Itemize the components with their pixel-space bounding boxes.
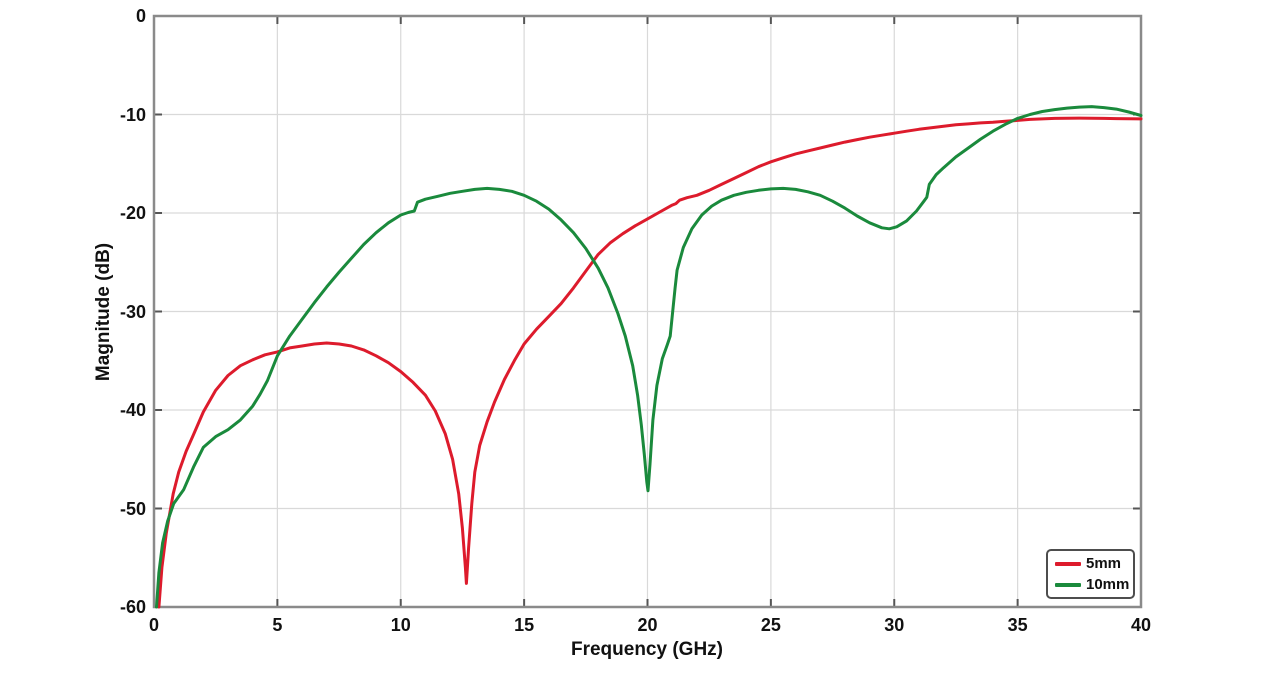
y-tick-label: -10 — [119, 104, 146, 125]
legend-line-red — [1055, 561, 1081, 566]
legend-label-5mm: 5mm — [1086, 555, 1122, 572]
x-tick-label: 25 — [760, 615, 781, 635]
y-tick-label: -20 — [119, 203, 146, 223]
legend-line-green — [1055, 582, 1081, 587]
legend-label-10mm: 10mm — [1086, 576, 1130, 593]
y-tick-label: 0 — [135, 6, 146, 26]
y-tick-label: -30 — [119, 301, 146, 322]
x-tick-label: 40 — [1130, 615, 1152, 635]
x-tick-label: 20 — [637, 615, 658, 635]
x-tick-label: 30 — [884, 615, 905, 635]
y-tick-label: -60 — [119, 597, 146, 617]
series-5mm-line — [157, 116, 1143, 609]
y-tick-label: -50 — [119, 498, 146, 519]
x-axis-title: Frequency (GHz) — [570, 639, 724, 660]
x-tick-label: 15 — [514, 615, 535, 635]
series-10mm-line — [155, 105, 1143, 609]
legend-entry-5mm: 5mm — [1055, 556, 1133, 571]
x-tick-label: 10 — [390, 615, 411, 635]
legend-entry-10mm: 10mm — [1055, 577, 1133, 592]
y-tick-label: -40 — [119, 400, 146, 420]
axes-frame — [152, 14, 1143, 609]
legend: 5mm 10mm — [1046, 549, 1135, 599]
x-tick-label: 5 — [272, 615, 283, 635]
x-tick-label: 0 — [148, 615, 159, 635]
x-tick-label: 35 — [1007, 615, 1028, 635]
y-axis-title: Magnitude (dB) — [93, 242, 114, 382]
